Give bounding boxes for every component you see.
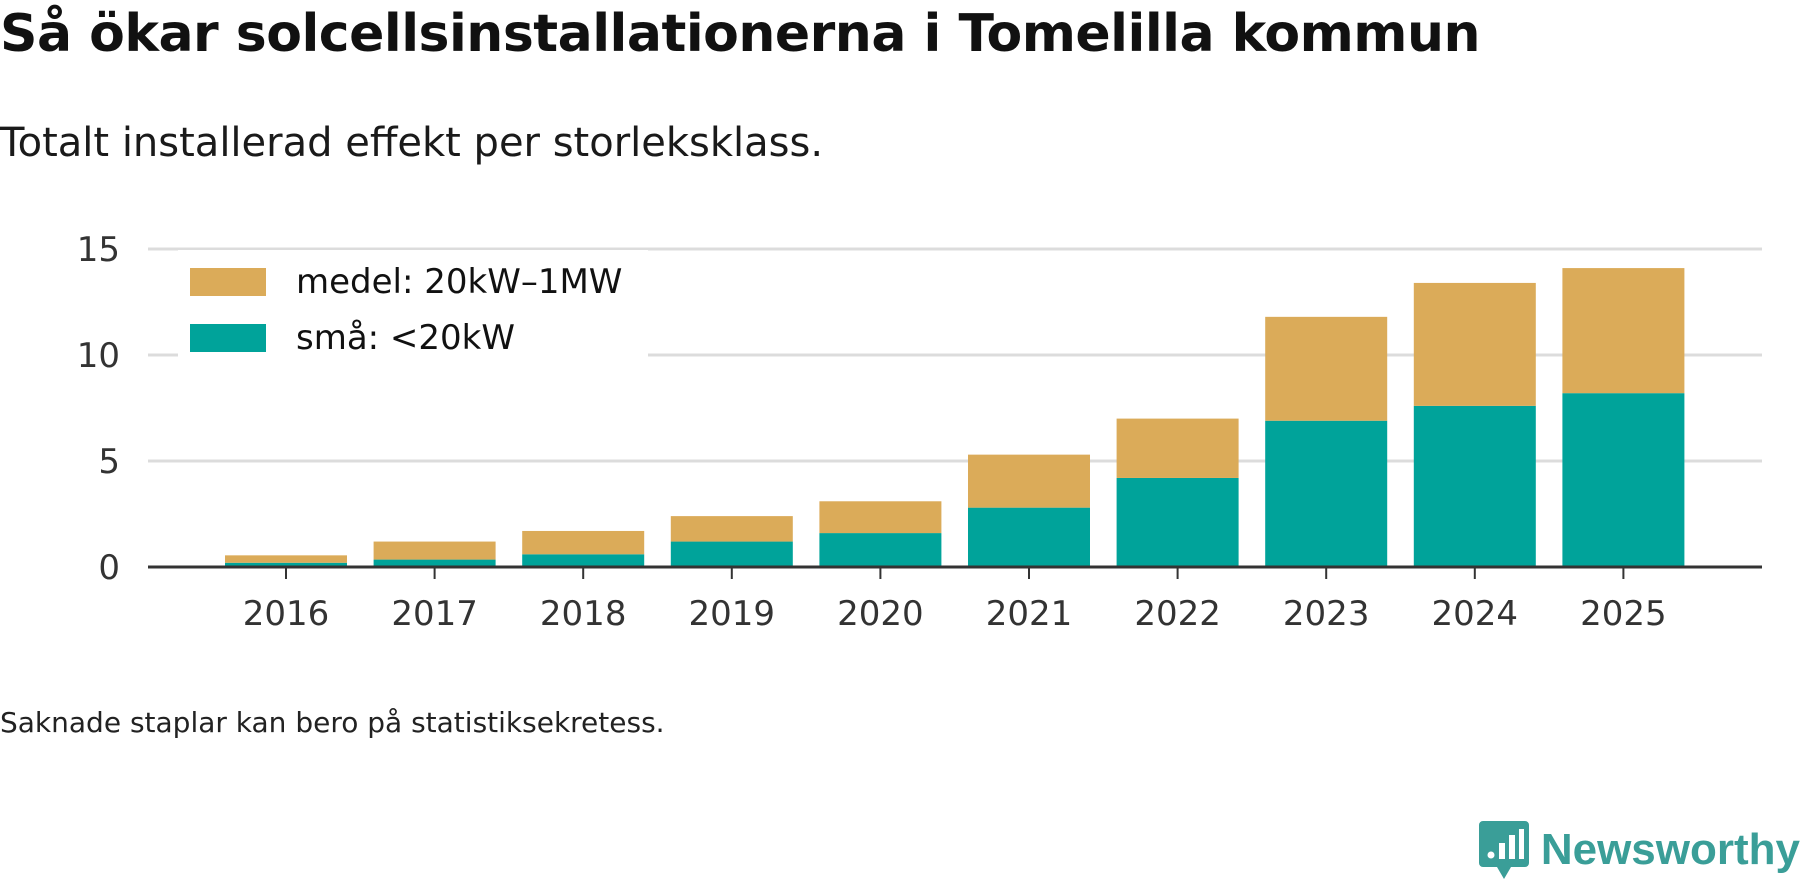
bar-medel-2017 (373, 541, 496, 560)
bar-sma-2018 (522, 554, 645, 567)
legend-label-medel: medel: 20kW–1MW (296, 262, 622, 302)
bar-sma-2020 (819, 533, 942, 567)
x-tick-label-2023: 2023 (1283, 594, 1370, 634)
legend-swatch-medel (190, 268, 266, 296)
bar-medel-2016 (225, 555, 347, 563)
x-tick-label-2020: 2020 (837, 594, 924, 634)
x-tick-label-2022: 2022 (1134, 594, 1221, 634)
legend-swatch-sma (190, 324, 266, 352)
newsworthy-logo-icon (1478, 821, 1529, 879)
bar-medel-2025 (1562, 268, 1685, 394)
x-tick-label-2021: 2021 (986, 594, 1073, 634)
x-tick-label-2018: 2018 (540, 594, 627, 634)
bar-medel-2019 (670, 516, 793, 542)
x-tick-label-2017: 2017 (391, 594, 478, 634)
bar-sma-2025 (1562, 393, 1685, 567)
bar-medel-2022 (1116, 418, 1239, 478)
bar-sma-2024 (1413, 405, 1536, 567)
bar-sma-2017 (373, 559, 496, 567)
bar-group (225, 268, 1685, 567)
x-tick-label-2025: 2025 (1580, 594, 1667, 634)
y-tick-label: 0 (98, 548, 120, 588)
axes: 0 5 10 15 2016 2017 2018 2019 2020 2021 2022 2023 20… (77, 230, 1762, 634)
bar-sma-2022 (1116, 477, 1239, 567)
bar-medel-2020 (819, 501, 942, 534)
bar-medel-2024 (1413, 282, 1536, 406)
x-tick-label-2016: 2016 (243, 594, 330, 634)
footnote: Saknade staplar kan bero på statistiksek… (0, 706, 665, 739)
y-tick-label: 10 (77, 336, 120, 376)
bar-sma-2023 (1265, 420, 1388, 567)
bar-chart: 0 5 10 15 2016 2017 2018 2019 2020 2021 2022 2023 20… (77, 230, 1762, 634)
brand-name: Newsworthy (1540, 825, 1800, 874)
bar-sma-2021 (968, 507, 1090, 567)
x-tick-label-2024: 2024 (1432, 594, 1519, 634)
bar-medel-2023 (1265, 316, 1388, 421)
bar-medel-2018 (522, 530, 645, 555)
y-tick-label: 5 (98, 442, 120, 482)
y-tick-label: 15 (77, 230, 120, 270)
legend-label-sma: små: <20kW (296, 318, 515, 358)
x-tick-label-2019: 2019 (689, 594, 776, 634)
brand[interactable]: Newsworthy (1478, 820, 1800, 880)
legend: medel: 20kW–1MW små: <20kW (178, 250, 648, 362)
chart-title: Så ökar solcellsinstallationerna i Tomel… (0, 4, 1481, 64)
bar-medel-2021 (968, 454, 1090, 508)
chart-subtitle: Totalt installerad effekt per storlekskl… (0, 120, 824, 166)
bar-sma-2019 (670, 541, 793, 567)
bar-sma-2016 (225, 562, 347, 567)
